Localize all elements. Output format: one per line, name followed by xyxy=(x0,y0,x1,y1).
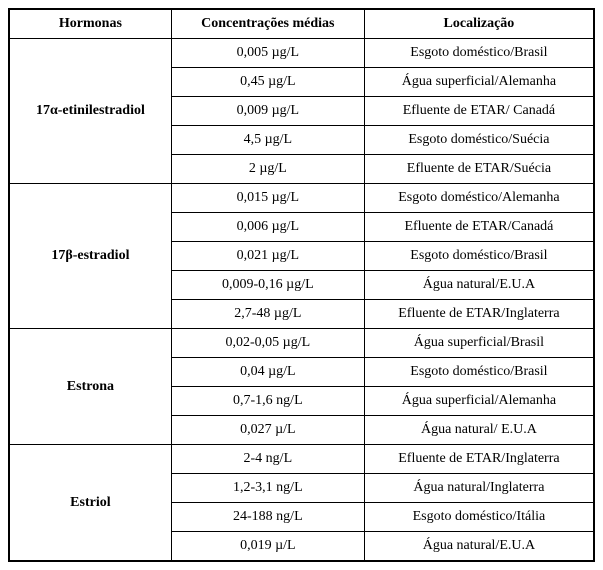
location-cell: Esgoto doméstico/Brasil xyxy=(364,358,594,387)
location-cell: Esgoto doméstico/Suécia xyxy=(364,126,594,155)
concentration-cell: 0,009-0,16 µg/L xyxy=(171,271,364,300)
concentration-cell: 0,04 µg/L xyxy=(171,358,364,387)
concentration-cell: 0,7-1,6 ng/L xyxy=(171,387,364,416)
concentration-cell: 2,7-48 µg/L xyxy=(171,300,364,329)
location-cell: Efluente de ETAR/Canadá xyxy=(364,213,594,242)
location-cell: Água natural/E.U.A xyxy=(364,532,594,562)
concentration-cell: 0,027 µ/L xyxy=(171,416,364,445)
location-cell: Água superficial/Alemanha xyxy=(364,68,594,97)
table-body: 17α-etinilestradiol 0,005 µg/L Esgoto do… xyxy=(9,39,594,562)
header-hormone: Hormonas xyxy=(9,9,171,39)
hormone-table: Hormonas Concentrações médias Localizaçã… xyxy=(8,8,595,562)
concentration-cell: 0,021 µg/L xyxy=(171,242,364,271)
concentration-cell: 24-188 ng/L xyxy=(171,503,364,532)
location-cell: Esgoto doméstico/Itália xyxy=(364,503,594,532)
location-cell: Esgoto doméstico/Brasil xyxy=(364,242,594,271)
location-cell: Água natural/E.U.A xyxy=(364,271,594,300)
header-location: Localização xyxy=(364,9,594,39)
hormone-cell: 17β-estradiol xyxy=(9,184,171,329)
concentration-cell: 1,2-3,1 ng/L xyxy=(171,474,364,503)
hormone-cell: Estrona xyxy=(9,329,171,445)
table-row: 17β-estradiol 0,015 µg/L Esgoto doméstic… xyxy=(9,184,594,213)
table-row: Estrona 0,02-0,05 µg/L Água superficial/… xyxy=(9,329,594,358)
hormone-cell: 17α-etinilestradiol xyxy=(9,39,171,184)
concentration-cell: 2 µg/L xyxy=(171,155,364,184)
location-cell: Efluente de ETAR/Inglaterra xyxy=(364,445,594,474)
concentration-cell: 0,02-0,05 µg/L xyxy=(171,329,364,358)
location-cell: Água natural/Inglaterra xyxy=(364,474,594,503)
concentration-cell: 2-4 ng/L xyxy=(171,445,364,474)
location-cell: Efluente de ETAR/ Canadá xyxy=(364,97,594,126)
location-cell: Água superficial/Alemanha xyxy=(364,387,594,416)
concentration-cell: 0,005 µg/L xyxy=(171,39,364,68)
table-row: 17α-etinilestradiol 0,005 µg/L Esgoto do… xyxy=(9,39,594,68)
concentration-cell: 4,5 µg/L xyxy=(171,126,364,155)
table-header-row: Hormonas Concentrações médias Localizaçã… xyxy=(9,9,594,39)
concentration-cell: 0,015 µg/L xyxy=(171,184,364,213)
location-cell: Efluente de ETAR/Inglaterra xyxy=(364,300,594,329)
hormone-cell: Estriol xyxy=(9,445,171,562)
location-cell: Efluente de ETAR/Suécia xyxy=(364,155,594,184)
concentration-cell: 0,006 µg/L xyxy=(171,213,364,242)
location-cell: Água superficial/Brasil xyxy=(364,329,594,358)
concentration-cell: 0,009 µg/L xyxy=(171,97,364,126)
location-cell: Água natural/ E.U.A xyxy=(364,416,594,445)
location-cell: Esgoto doméstico/Alemanha xyxy=(364,184,594,213)
concentration-cell: 0,019 µ/L xyxy=(171,532,364,562)
location-cell: Esgoto doméstico/Brasil xyxy=(364,39,594,68)
table-row: Estriol 2-4 ng/L Efluente de ETAR/Inglat… xyxy=(9,445,594,474)
concentration-cell: 0,45 µg/L xyxy=(171,68,364,97)
header-concentration: Concentrações médias xyxy=(171,9,364,39)
